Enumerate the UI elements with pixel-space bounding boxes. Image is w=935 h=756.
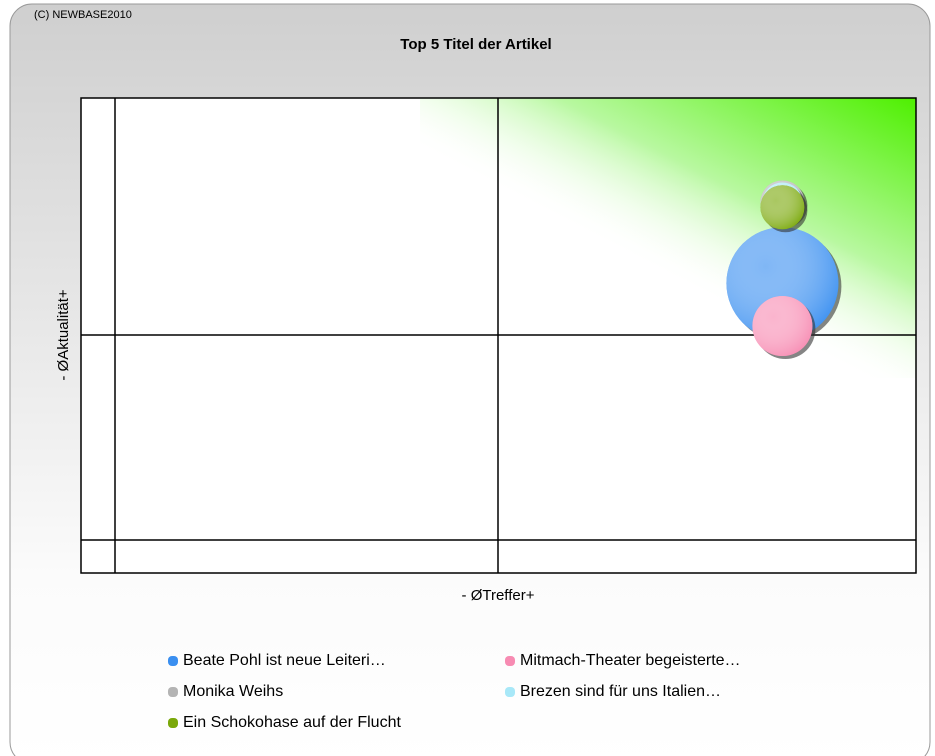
x-axis-label: - ØTreffer+ [462,587,535,604]
legend-swatch [505,656,515,666]
highlight-zone [420,98,916,378]
legend-swatch [168,718,178,728]
bubble-shine [752,296,813,356]
bubble-shine [760,185,805,230]
y-axis-label: - ØAktualität+ [55,289,72,381]
legend-swatch [168,656,178,666]
bubble-shine [726,227,839,340]
legend-label: Mitmach-Theater begeisterte… [520,652,741,669]
legend-label: Brezen sind für uns Italien… [520,683,721,700]
copyright: (C) NEWBASE2010 [34,9,132,21]
legend-swatch [168,687,178,697]
legend-label: Ein Schokohase auf der Flucht [183,714,401,731]
legend-label: Beate Pohl ist neue Leiteri… [183,652,386,669]
chart-title: Top 5 Titel der Artikel [400,36,551,53]
legend-label: Monika Weihs [183,683,283,700]
legend-swatch [505,687,515,697]
